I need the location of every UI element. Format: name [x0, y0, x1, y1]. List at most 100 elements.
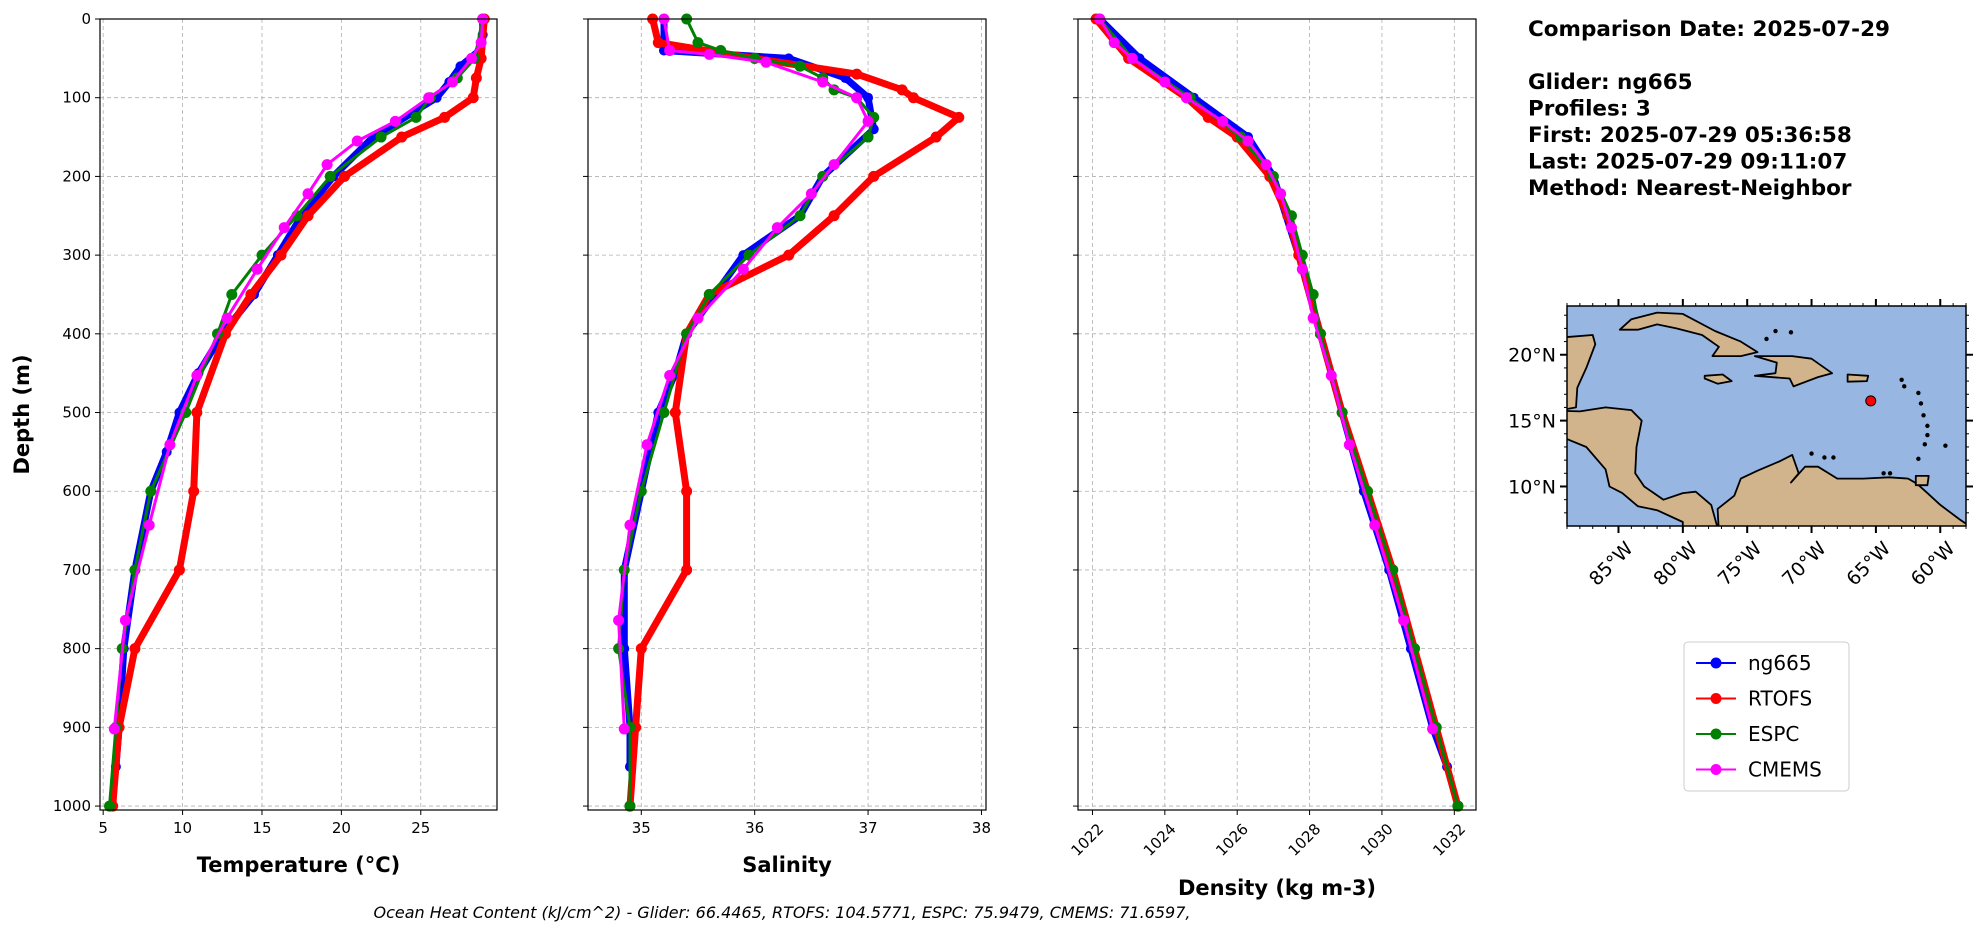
data-point-rtofs	[339, 170, 351, 182]
data-point-rtofs	[275, 249, 287, 261]
data-point-cmems	[119, 614, 131, 626]
data-point-espc	[692, 37, 704, 49]
legend-frame	[1683, 641, 1850, 792]
data-point-cmems	[221, 312, 233, 324]
info-line: Method: Nearest-Neighbor	[1528, 176, 1852, 201]
data-point-cmems	[1325, 370, 1337, 382]
map-lon-label: 80°W	[1649, 537, 1702, 590]
data-point-cmems	[447, 76, 459, 88]
data-point-cmems	[760, 56, 772, 68]
data-point-espc	[104, 800, 116, 812]
data-point-cmems	[321, 159, 333, 171]
data-point-cmems	[1343, 439, 1355, 451]
data-point-rtofs	[173, 564, 185, 576]
data-point-rtofs	[783, 249, 795, 261]
data-point-cmems	[641, 439, 653, 451]
island	[1918, 401, 1924, 406]
series-line-ng665	[112, 19, 487, 767]
x-tick-label: 36	[745, 819, 764, 837]
legend-marker-rtofs	[1710, 693, 1722, 704]
data-point-cmems	[817, 76, 829, 88]
data-point-espc	[658, 407, 670, 419]
data-point-rtofs	[681, 564, 693, 576]
legend-marker-espc	[1710, 728, 1722, 740]
island	[1788, 330, 1794, 335]
data-point-cmems	[143, 519, 155, 531]
info-line: Last: 2025-07-29 09:11:07	[1528, 150, 1847, 175]
land	[1567, 311, 1966, 526]
island	[1899, 377, 1904, 382]
data-point-cmems	[1427, 723, 1439, 735]
data-point-cmems	[828, 159, 840, 171]
x-tick-label: 1022	[1067, 820, 1107, 860]
data-point-espc	[375, 131, 387, 143]
series-line-cmems	[1098, 18, 1435, 730]
land-polygon	[1754, 355, 1833, 388]
map-lon-label: 65°W	[1842, 537, 1895, 590]
axes-2: 1022 1024 1026 1028 1030 1032 Density (kg m-3)	[1067, 13, 1477, 900]
x-tick-label: 37	[859, 819, 878, 837]
map-lat-label: 15°N	[1508, 411, 1556, 433]
land-polygon	[1846, 373, 1870, 383]
data-point-cmems	[664, 370, 676, 382]
x-tick-label: 15	[252, 819, 271, 837]
data-point-espc	[715, 44, 727, 56]
data-point-rtofs	[907, 92, 919, 104]
data-point-cmems	[191, 370, 203, 382]
data-point-rtofs	[188, 485, 200, 497]
y-tick-label: 800	[62, 640, 91, 658]
data-point-espc	[794, 210, 806, 222]
data-point-cmems	[664, 44, 676, 56]
x-tick-label: 1032	[1429, 820, 1469, 860]
data-point-cmems	[1285, 222, 1297, 234]
x-tick-label: 1024	[1140, 820, 1180, 860]
y-tick-label: 400	[62, 325, 91, 343]
data-point-rtofs	[129, 643, 141, 655]
axes-frame	[1077, 18, 1477, 811]
data-point-espc	[145, 485, 157, 497]
x-tick-label: 38	[972, 819, 991, 837]
data-point-rtofs	[652, 37, 664, 49]
data-point-cmems	[613, 614, 625, 626]
data-point-espc	[1452, 800, 1464, 812]
legend-label-rtofs: RTOFS	[1748, 687, 1812, 711]
data-point-cmems	[423, 92, 435, 104]
data-point-cmems	[1108, 37, 1120, 49]
data-point-rtofs	[828, 210, 840, 222]
y-tick-label: 0	[81, 10, 91, 28]
axes-frame	[99, 18, 498, 811]
axes-0: 5 10 15 20 25 0 100 200 300 400 500 600 700 800 900 100…	[10, 10, 498, 877]
y-tick-label: 100	[62, 89, 91, 107]
legend-marker-cmems	[1710, 764, 1722, 775]
data-point-cmems	[1217, 115, 1229, 127]
data-point-espc	[862, 131, 874, 143]
map-lat-label: 10°N	[1508, 476, 1556, 498]
land-polygon	[1703, 373, 1733, 385]
data-point-cmems	[1307, 312, 1319, 324]
data-point-cmems	[1181, 92, 1193, 104]
y-tick-label: 600	[62, 482, 91, 500]
series-line-espc	[1098, 18, 1460, 807]
land-polygon	[1618, 311, 1759, 358]
data-point-ng665	[863, 92, 874, 103]
map-lon-label: 75°W	[1714, 537, 1767, 590]
x-tick-label: 35	[632, 819, 651, 837]
glider-position-marker	[1865, 395, 1877, 407]
x-tick-label: 1028	[1285, 820, 1325, 860]
data-point-cmems	[351, 135, 363, 147]
data-point-rtofs	[930, 131, 942, 143]
data-point-rtofs	[851, 68, 863, 80]
y-tick-label: 1000	[53, 797, 91, 815]
data-point-rtofs	[439, 111, 451, 123]
location-map: 85°W 80°W 75°W 70°W 65°W 60°W 10°N 15°N 20°N	[1508, 299, 1973, 590]
data-point-cmems	[862, 115, 874, 127]
data-point-cmems	[1260, 159, 1272, 171]
data-point-cmems	[624, 519, 636, 531]
axes-frame	[587, 18, 987, 811]
data-point-cmems	[737, 263, 749, 275]
island	[1925, 423, 1930, 429]
legend-label-ng665: ng665	[1748, 651, 1812, 675]
data-point-cmems	[703, 48, 715, 60]
data-point-cmems	[692, 312, 704, 324]
